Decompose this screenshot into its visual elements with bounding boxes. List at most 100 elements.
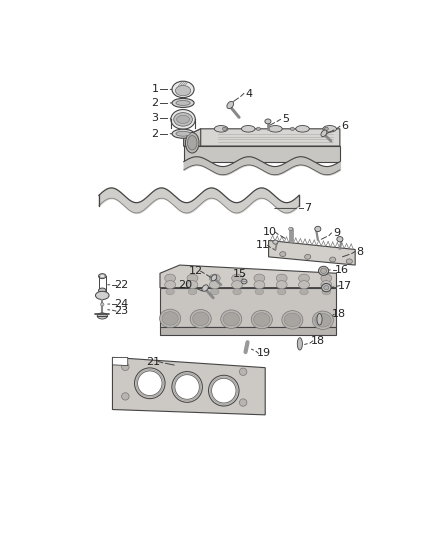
Polygon shape xyxy=(160,288,336,327)
Text: 24: 24 xyxy=(114,299,128,309)
Ellipse shape xyxy=(174,112,192,126)
Text: 2: 2 xyxy=(151,98,159,108)
Ellipse shape xyxy=(97,313,107,319)
Ellipse shape xyxy=(223,127,226,131)
Ellipse shape xyxy=(284,313,300,327)
Text: 15: 15 xyxy=(233,269,247,279)
Ellipse shape xyxy=(321,284,331,292)
Ellipse shape xyxy=(240,368,247,375)
Polygon shape xyxy=(184,129,340,146)
Polygon shape xyxy=(184,129,201,146)
Ellipse shape xyxy=(296,126,309,132)
Ellipse shape xyxy=(172,372,202,402)
Ellipse shape xyxy=(232,281,243,289)
Ellipse shape xyxy=(323,126,336,132)
Ellipse shape xyxy=(280,252,286,256)
Ellipse shape xyxy=(233,289,241,295)
Ellipse shape xyxy=(289,227,293,231)
Polygon shape xyxy=(113,358,265,415)
Ellipse shape xyxy=(134,368,165,399)
Ellipse shape xyxy=(273,240,278,244)
Ellipse shape xyxy=(209,274,220,282)
Text: 18: 18 xyxy=(311,336,325,346)
Ellipse shape xyxy=(315,227,321,232)
Text: 10: 10 xyxy=(263,227,277,237)
Ellipse shape xyxy=(176,101,190,106)
Ellipse shape xyxy=(211,289,219,295)
Text: 4: 4 xyxy=(245,88,252,99)
Text: 17: 17 xyxy=(338,280,352,290)
Text: 16: 16 xyxy=(335,265,349,275)
Ellipse shape xyxy=(321,268,327,273)
Ellipse shape xyxy=(193,312,209,326)
Text: 1: 1 xyxy=(152,84,159,94)
Ellipse shape xyxy=(254,313,270,326)
Ellipse shape xyxy=(337,237,343,242)
Ellipse shape xyxy=(177,115,190,124)
Ellipse shape xyxy=(232,274,243,282)
Ellipse shape xyxy=(165,281,176,289)
Ellipse shape xyxy=(223,312,240,326)
Text: 2: 2 xyxy=(151,129,159,139)
Ellipse shape xyxy=(290,127,294,131)
Text: 6: 6 xyxy=(342,122,349,131)
Ellipse shape xyxy=(122,363,129,370)
Ellipse shape xyxy=(305,254,311,259)
Text: 8: 8 xyxy=(357,247,364,256)
Text: 21: 21 xyxy=(146,357,160,367)
Ellipse shape xyxy=(172,99,194,108)
Polygon shape xyxy=(268,240,355,265)
Text: 12: 12 xyxy=(189,266,203,276)
Ellipse shape xyxy=(322,289,331,295)
Ellipse shape xyxy=(188,289,197,295)
Ellipse shape xyxy=(299,274,309,282)
Polygon shape xyxy=(160,265,336,288)
Ellipse shape xyxy=(330,257,336,262)
Ellipse shape xyxy=(208,375,239,406)
Ellipse shape xyxy=(251,310,272,329)
Ellipse shape xyxy=(227,101,233,109)
Ellipse shape xyxy=(185,133,199,153)
Ellipse shape xyxy=(209,281,220,289)
Ellipse shape xyxy=(315,313,331,327)
Ellipse shape xyxy=(214,126,228,132)
Ellipse shape xyxy=(276,274,287,282)
Polygon shape xyxy=(160,327,336,335)
Ellipse shape xyxy=(162,312,178,325)
Ellipse shape xyxy=(212,378,236,403)
Ellipse shape xyxy=(122,393,129,400)
Ellipse shape xyxy=(346,259,352,264)
Ellipse shape xyxy=(211,274,217,281)
Ellipse shape xyxy=(176,131,190,136)
Text: 19: 19 xyxy=(257,348,271,358)
Ellipse shape xyxy=(317,313,322,325)
Ellipse shape xyxy=(240,399,247,406)
Ellipse shape xyxy=(99,288,106,293)
Ellipse shape xyxy=(190,310,211,328)
Ellipse shape xyxy=(187,274,198,282)
Text: 7: 7 xyxy=(304,204,311,213)
Ellipse shape xyxy=(159,309,181,328)
Ellipse shape xyxy=(318,266,328,276)
Ellipse shape xyxy=(255,289,264,295)
Ellipse shape xyxy=(265,119,271,124)
Ellipse shape xyxy=(321,130,327,136)
Ellipse shape xyxy=(172,129,194,138)
Ellipse shape xyxy=(277,289,286,295)
Text: 11: 11 xyxy=(255,240,269,251)
Ellipse shape xyxy=(324,127,328,131)
Ellipse shape xyxy=(297,338,302,350)
Ellipse shape xyxy=(276,281,287,289)
Ellipse shape xyxy=(202,285,208,291)
Polygon shape xyxy=(113,358,128,366)
Ellipse shape xyxy=(187,281,198,289)
Ellipse shape xyxy=(254,281,265,289)
Ellipse shape xyxy=(241,126,255,132)
Ellipse shape xyxy=(282,311,303,329)
Ellipse shape xyxy=(99,273,106,279)
Ellipse shape xyxy=(241,279,247,284)
Ellipse shape xyxy=(312,311,333,329)
Ellipse shape xyxy=(187,135,197,150)
Ellipse shape xyxy=(254,274,265,282)
Text: 5: 5 xyxy=(282,115,289,124)
